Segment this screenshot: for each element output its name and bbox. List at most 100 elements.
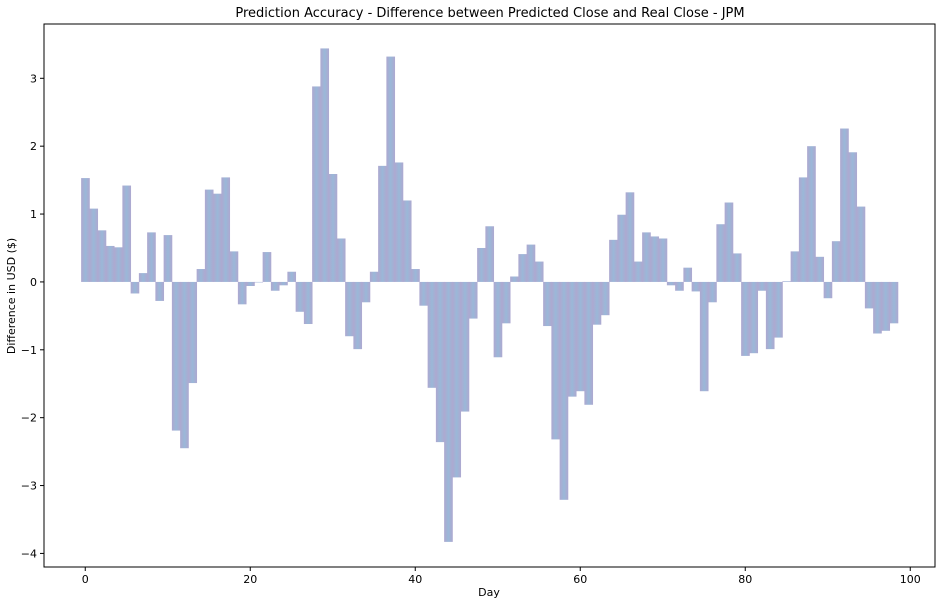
bar-day-49 — [485, 226, 495, 282]
bar-day-75 — [699, 281, 709, 392]
y-tick-label: −4 — [21, 547, 37, 560]
bar-day-74 — [691, 281, 701, 292]
bar-day-56 — [543, 281, 552, 327]
bar-day-1 — [89, 208, 99, 282]
bar-day-51 — [501, 281, 511, 324]
plot-frame — [43, 23, 936, 568]
bar-day-19 — [237, 281, 247, 305]
bar-day-17 — [221, 177, 231, 282]
bar-day-29 — [320, 48, 330, 282]
bar-day-50 — [493, 281, 503, 358]
bar-day-9 — [155, 281, 165, 301]
bar-day-92 — [840, 128, 849, 282]
bar-day-57 — [551, 281, 561, 440]
bar-day-78 — [724, 202, 734, 282]
bar-day-5 — [122, 185, 132, 282]
bar-day-2 — [97, 230, 107, 282]
y-tick-label: −2 — [21, 412, 37, 425]
bar-day-21 — [254, 281, 264, 283]
bar-day-65 — [617, 214, 627, 282]
bar-day-61 — [584, 281, 594, 405]
bar-day-48 — [477, 247, 486, 282]
bar-day-40 — [411, 269, 420, 282]
bar-day-54 — [526, 244, 536, 282]
bar-day-77 — [716, 224, 726, 282]
bar-day-90 — [823, 281, 833, 299]
bar-day-46 — [460, 281, 470, 412]
bar-day-81 — [749, 281, 759, 354]
bar-day-58 — [559, 281, 569, 500]
bar-day-72 — [675, 281, 684, 291]
y-tick-label: 0 — [30, 276, 37, 289]
bar-day-20 — [246, 281, 255, 286]
bar-day-26 — [295, 281, 305, 312]
bar-day-16 — [213, 193, 222, 282]
bar-day-53 — [518, 254, 528, 282]
bar-day-15 — [204, 189, 214, 282]
bar-day-43 — [435, 281, 445, 443]
bar-day-24 — [279, 281, 288, 286]
bar-day-84 — [774, 281, 783, 338]
bar-day-39 — [402, 200, 412, 282]
bar-day-25 — [287, 271, 297, 282]
bar-day-82 — [757, 281, 767, 291]
bar-day-87 — [798, 177, 808, 282]
bar-day-68 — [642, 232, 651, 282]
bar-day-7 — [138, 273, 148, 282]
y-tick-label: −3 — [21, 480, 37, 493]
y-tick-label: 2 — [30, 140, 37, 153]
bar-day-91 — [831, 241, 841, 282]
bar-day-98 — [889, 281, 899, 324]
bar-day-66 — [625, 192, 635, 282]
bar-day-73 — [683, 267, 693, 282]
bar-day-85 — [782, 281, 792, 282]
bar-day-10 — [163, 235, 173, 282]
bar-day-37 — [386, 56, 396, 282]
bar-day-86 — [790, 251, 800, 282]
bar-day-79 — [732, 253, 742, 282]
bar-day-45 — [452, 281, 462, 478]
bar-day-63 — [600, 281, 610, 316]
y-tick-label: −1 — [21, 344, 37, 357]
bar-day-12 — [180, 281, 189, 449]
bar-day-97 — [881, 281, 891, 331]
bar-day-76 — [708, 281, 717, 303]
y-tick-label: 3 — [30, 72, 37, 85]
chart-title: Prediction Accuracy - Difference between… — [235, 6, 744, 21]
bar-day-14 — [196, 269, 206, 282]
bar-day-44 — [444, 281, 453, 542]
bar-day-13 — [188, 281, 198, 384]
y-tick-label: 1 — [30, 208, 37, 221]
x-tick-label: 20 — [243, 573, 257, 586]
bar-day-94 — [856, 206, 866, 282]
bar-day-93 — [848, 152, 858, 282]
bar-day-83 — [765, 281, 775, 350]
bar-day-89 — [815, 256, 825, 282]
x-tick-label: 0 — [82, 573, 89, 586]
bar-day-95 — [864, 281, 874, 309]
bars-group — [81, 48, 899, 542]
bar-day-4 — [114, 247, 123, 282]
bar-day-35 — [369, 271, 379, 282]
bar-day-22 — [262, 252, 272, 282]
bar-day-3 — [105, 245, 115, 282]
y-axis-label: Difference in USD ($) — [5, 238, 18, 354]
bar-day-31 — [336, 238, 346, 282]
bar-day-60 — [576, 281, 585, 392]
x-tick-label: 60 — [573, 573, 587, 586]
bar-day-80 — [741, 281, 750, 356]
bar-day-0 — [81, 178, 90, 282]
bar-day-71 — [666, 281, 676, 286]
x-axis-label: Day — [478, 586, 500, 599]
bar-day-41 — [419, 281, 429, 306]
x-tick-label: 40 — [408, 573, 422, 586]
bar-day-23 — [270, 281, 280, 291]
bar-day-55 — [534, 261, 544, 282]
bar-day-38 — [394, 162, 404, 282]
bar-day-70 — [658, 238, 668, 282]
bar-day-32 — [345, 281, 354, 337]
bar-day-64 — [609, 239, 618, 282]
bar-day-28 — [312, 86, 321, 282]
axes-group: 0 20 40 60 80 100 −4 −3 −2 −1 0 1 2 3 — [21, 23, 936, 586]
bar-day-96 — [873, 281, 882, 334]
